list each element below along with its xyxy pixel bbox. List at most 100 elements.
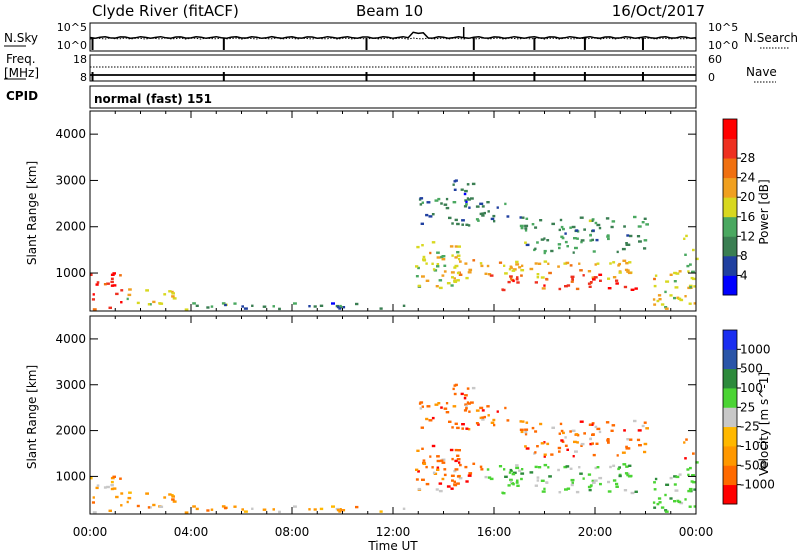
velocity-cell	[453, 483, 457, 486]
power-cell	[171, 295, 175, 298]
power-cell	[588, 219, 592, 223]
power-cell	[660, 303, 665, 306]
power-cell	[459, 260, 462, 263]
velocity-cell	[465, 404, 468, 408]
velocity-cell	[674, 489, 679, 492]
power-cell	[550, 249, 554, 253]
power-cell	[534, 281, 538, 284]
colorbar-frame	[722, 329, 738, 505]
power-cell	[686, 264, 690, 268]
velocity-cell	[454, 448, 458, 452]
velocity-cell	[419, 401, 424, 404]
velocity-cell	[687, 473, 690, 477]
velocity-cell	[487, 414, 490, 417]
velocity-cell	[607, 480, 611, 484]
velocity-cell	[466, 401, 469, 404]
velocity-cell	[136, 504, 140, 508]
velocity-cell	[425, 482, 430, 486]
velocity-cell	[588, 423, 592, 426]
power-cell	[465, 276, 469, 280]
velocity-cell	[457, 449, 461, 452]
velocity-cell	[467, 474, 472, 477]
velocity-cell	[610, 429, 614, 432]
velocity-cell	[558, 450, 561, 453]
velocity-cell	[673, 483, 677, 486]
velocity-cell	[583, 432, 586, 435]
power-cell	[508, 268, 512, 271]
velocity-cell	[692, 481, 696, 484]
velocity-cell	[469, 401, 474, 404]
power-cell	[625, 242, 628, 245]
power-cell	[493, 220, 496, 223]
power-cell	[108, 306, 112, 309]
power-cell	[592, 250, 596, 253]
velocity-colorbar: -1000 -500 -100 -25 25 100 500 1000	[722, 329, 775, 505]
velocity-cell	[479, 406, 484, 410]
power-cell	[669, 273, 673, 276]
power-cell	[416, 245, 420, 249]
power-cell	[443, 270, 447, 273]
power-cell	[91, 298, 95, 301]
power-cell	[453, 277, 456, 280]
power-colorbar: 4 8 12 16 20 24 28	[722, 118, 755, 296]
colorbar-cell	[723, 407, 737, 428]
power-cell	[452, 201, 457, 204]
velocity-cell	[599, 482, 602, 486]
velocity-cell	[91, 501, 95, 504]
velocity-cell	[464, 465, 468, 469]
colorbar-tick-label: -100	[740, 439, 767, 453]
power-cell	[596, 223, 601, 227]
power-cell	[675, 272, 680, 275]
power-cell	[557, 265, 560, 268]
velocity-cell	[598, 476, 603, 480]
time-tick-label: 00:00	[73, 525, 108, 539]
power-cell	[171, 290, 174, 294]
power-cell	[419, 197, 424, 200]
power-cell	[578, 262, 581, 265]
colorbar-tick-label: 500	[740, 362, 763, 376]
velocity-cell	[436, 466, 440, 469]
velocity-cell	[486, 405, 490, 408]
velocity-cell	[479, 416, 483, 420]
power-cell	[456, 271, 460, 275]
velocity-cell	[534, 451, 537, 454]
velocity-cell	[520, 472, 525, 475]
velocity-cell	[475, 422, 479, 425]
y-tick-label: 2000	[55, 424, 86, 438]
velocity-cell	[465, 407, 468, 410]
velocity-cell	[313, 508, 317, 511]
power-cell	[110, 277, 114, 280]
velocity-cell	[338, 510, 342, 513]
velocity-cell	[511, 472, 516, 476]
power-cell	[607, 287, 612, 290]
y-tick-label: 4000	[55, 332, 86, 346]
power-cell	[110, 273, 115, 276]
velocity-cell	[626, 473, 629, 477]
power-cell	[636, 235, 641, 238]
power-cell	[623, 285, 628, 289]
power-cell	[591, 219, 594, 222]
velocity-cell	[293, 505, 297, 508]
velocity-cell	[679, 501, 684, 505]
velocity-cell	[192, 505, 196, 508]
velocity-cell	[524, 433, 528, 436]
velocity-cell	[466, 387, 470, 390]
power-cell	[417, 266, 420, 270]
velocity-cell	[684, 498, 687, 501]
velocity-cell	[461, 427, 464, 430]
velocity-cell	[421, 405, 424, 408]
velocity-cell	[147, 506, 151, 509]
velocity-cell	[695, 461, 699, 464]
velocity-cell	[589, 484, 593, 487]
colorbar-tick-label: 1000	[740, 342, 771, 356]
velocity-cell	[596, 466, 600, 469]
power-cell	[547, 262, 550, 265]
velocity-cell	[688, 487, 693, 491]
power-cell	[652, 298, 656, 301]
velocity-cell	[110, 480, 114, 484]
power-cell	[486, 264, 490, 268]
power-cell	[481, 205, 485, 208]
power-cell	[540, 276, 545, 279]
power-cell	[592, 278, 596, 281]
velocity-cell	[443, 473, 447, 477]
